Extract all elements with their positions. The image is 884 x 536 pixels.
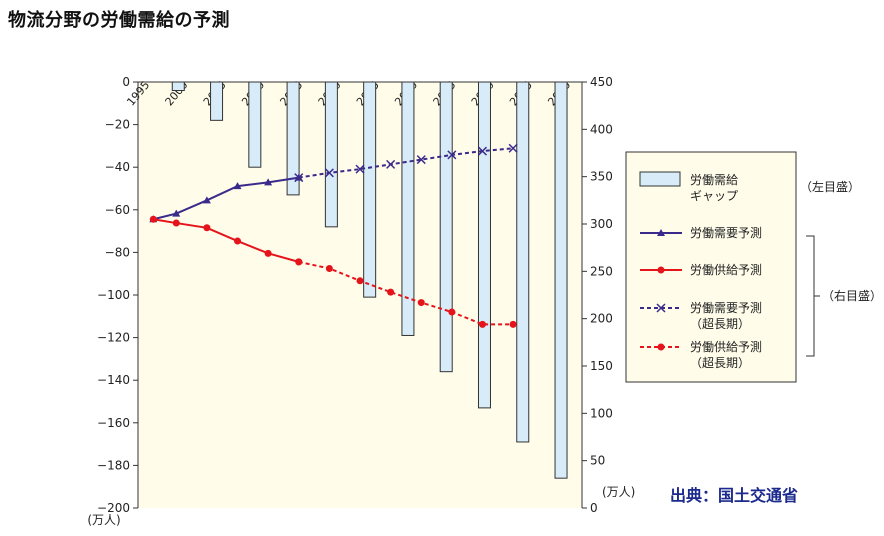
right-axis-tick-label: 300 bbox=[590, 217, 613, 231]
series-marker bbox=[416, 155, 426, 165]
legend-left-scale-note: （左目盛） bbox=[800, 179, 860, 194]
legend-label: ギャップ bbox=[690, 189, 738, 203]
series-marker bbox=[478, 320, 486, 328]
series-line bbox=[153, 176, 299, 221]
series-marker bbox=[234, 237, 242, 245]
series-marker bbox=[294, 173, 304, 183]
right-axis-tick-label: 100 bbox=[590, 406, 613, 420]
legend-label: 労働供給予測 bbox=[690, 340, 762, 354]
left-axis-tick-label: −40 bbox=[105, 160, 130, 174]
legend-swatch-gap bbox=[639, 171, 681, 187]
left-axis-tick-label: −20 bbox=[105, 118, 130, 132]
series-marker bbox=[325, 264, 333, 272]
gap-bar bbox=[439, 81, 453, 373]
series-marker bbox=[203, 224, 211, 232]
series-marker bbox=[324, 168, 334, 178]
right-axis-tick-label: 150 bbox=[590, 359, 613, 373]
right-axis-tick-label: 400 bbox=[590, 122, 613, 136]
left-axis-unit: (万人) bbox=[87, 513, 120, 527]
legend-box bbox=[625, 151, 797, 383]
series-marker bbox=[417, 299, 425, 307]
series-marker bbox=[508, 143, 518, 153]
right-axis-unit: (万人) bbox=[602, 485, 635, 499]
gap-bar bbox=[210, 81, 224, 121]
series-marker bbox=[448, 308, 456, 316]
legend-label: 労働需要予測 bbox=[690, 226, 762, 240]
series-marker bbox=[657, 229, 665, 236]
right-axis-tick-label: 250 bbox=[590, 264, 613, 278]
gap-bar bbox=[363, 81, 377, 298]
gap-bar bbox=[286, 81, 300, 196]
legend-label: （超長期） bbox=[690, 355, 750, 370]
series-marker bbox=[387, 288, 395, 296]
series-line bbox=[298, 260, 514, 326]
left-axis-tick-label: −100 bbox=[97, 288, 130, 302]
series-marker bbox=[295, 258, 303, 266]
series-marker bbox=[356, 277, 364, 285]
series-line bbox=[298, 147, 514, 179]
legend-right-scale-note: （右目盛） bbox=[822, 288, 882, 303]
legend-label: 労働需給 bbox=[690, 173, 738, 187]
left-axis-tick-label: −60 bbox=[105, 203, 130, 217]
series-marker bbox=[386, 159, 396, 169]
series-marker bbox=[149, 215, 157, 223]
series-marker bbox=[264, 249, 272, 257]
series-marker bbox=[447, 150, 457, 160]
gap-bar bbox=[516, 81, 530, 443]
right-axis-tick-label: 0 bbox=[590, 501, 598, 515]
left-axis-tick-label: −140 bbox=[97, 373, 130, 387]
gap-bar bbox=[248, 81, 262, 168]
right-axis-tick-label: 350 bbox=[590, 170, 613, 184]
plot-area bbox=[138, 82, 582, 508]
series-line bbox=[153, 218, 300, 263]
gap-bar bbox=[171, 81, 185, 92]
legend-label: 労働需要予測 bbox=[690, 301, 762, 315]
series-marker bbox=[657, 266, 665, 274]
gap-bar bbox=[401, 81, 415, 336]
series-marker bbox=[172, 219, 180, 227]
series-marker bbox=[202, 196, 211, 204]
right-axis-tick-label: 450 bbox=[590, 75, 613, 89]
page-title: 物流分野の労働需給の予測 bbox=[8, 10, 230, 31]
series-marker bbox=[509, 320, 517, 328]
source-label: 出典：国土交通省 bbox=[670, 486, 799, 505]
left-axis-tick-label: −180 bbox=[97, 458, 130, 472]
legend-label: （超長期） bbox=[690, 316, 750, 331]
series-marker bbox=[656, 303, 666, 313]
legend-label: 労働供給予測 bbox=[690, 263, 762, 277]
right-axis-tick-label: 50 bbox=[590, 454, 605, 468]
series-marker bbox=[355, 164, 365, 174]
left-axis-tick-label: 0 bbox=[122, 75, 130, 89]
left-axis-tick-label: −80 bbox=[105, 245, 130, 259]
series-marker bbox=[477, 146, 488, 156]
gap-bar bbox=[324, 81, 338, 228]
left-axis-tick-label: −120 bbox=[97, 331, 130, 345]
left-axis-tick-label: −200 bbox=[97, 501, 130, 515]
series-marker bbox=[657, 343, 665, 351]
legend-bracket bbox=[806, 235, 820, 357]
series-marker bbox=[172, 209, 181, 217]
left-axis-tick-label: −160 bbox=[97, 416, 130, 430]
series-marker bbox=[264, 178, 273, 186]
gap-bar bbox=[554, 81, 568, 479]
right-axis-tick-label: 200 bbox=[590, 312, 613, 326]
gap-bar bbox=[477, 81, 491, 409]
series-marker bbox=[233, 182, 242, 190]
